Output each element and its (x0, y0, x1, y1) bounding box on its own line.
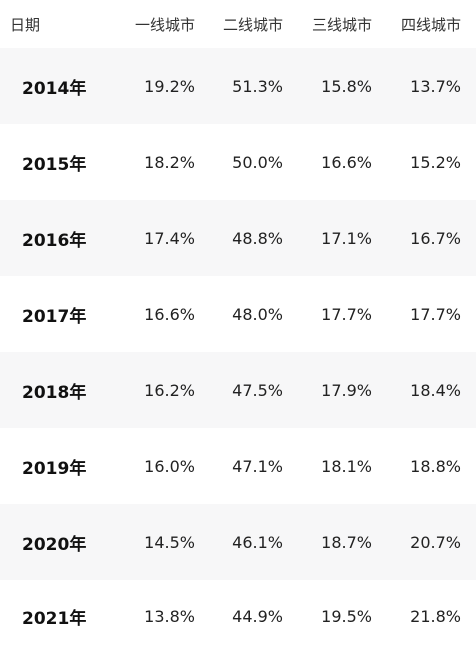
column-header-date: 日期 (10, 15, 41, 34)
tier4-value: 18.4% (410, 380, 461, 400)
tier3-value: 16.6% (321, 152, 372, 172)
tier2-value: 48.8% (232, 228, 283, 248)
table-row: 2019年 16.0% 47.1% 18.1% 18.8% (0, 428, 476, 504)
table-row: 2017年 16.6% 48.0% 17.7% 17.7% (0, 276, 476, 352)
tier4-value: 18.8% (410, 456, 461, 476)
row-year: 2019年 (22, 458, 87, 479)
tier1-value: 19.2% (144, 76, 195, 96)
column-header-tier4: 四线城市 (400, 15, 461, 34)
tier1-value: 16.2% (144, 380, 195, 400)
tier2-value: 50.0% (232, 152, 283, 172)
tier1-value: 16.0% (144, 456, 195, 476)
column-header-tier2: 二线城市 (222, 15, 283, 34)
tier4-value: 15.2% (410, 152, 461, 172)
table-row: 2021年 13.8% 44.9% 19.5% 21.8% (0, 580, 476, 653)
tier1-value: 13.8% (144, 607, 195, 626)
tier2-value: 44.9% (232, 607, 283, 626)
row-year: 2018年 (22, 382, 87, 403)
tier2-value: 47.5% (232, 380, 283, 400)
tier3-value: 17.7% (321, 304, 372, 324)
tier2-value: 48.0% (232, 304, 283, 324)
table-row: 2015年 18.2% 50.0% 16.6% 15.2% (0, 124, 476, 200)
tier2-value: 46.1% (232, 532, 283, 552)
table-row: 2016年 17.4% 48.8% 17.1% 16.7% (0, 200, 476, 276)
row-year: 2020年 (22, 534, 87, 555)
tier1-value: 18.2% (144, 152, 195, 172)
column-header-tier3: 三线城市 (311, 15, 372, 34)
tier2-value: 47.1% (232, 456, 283, 476)
tier4-value: 20.7% (410, 532, 461, 552)
tier4-value: 16.7% (410, 228, 461, 248)
table-row: 2020年 14.5% 46.1% 18.7% 20.7% (0, 504, 476, 580)
tier3-value: 18.7% (321, 532, 372, 552)
row-year: 2016年 (22, 230, 87, 251)
tier1-value: 17.4% (144, 228, 195, 248)
table-row: 2018年 16.2% 47.5% 17.9% 18.4% (0, 352, 476, 428)
row-year: 2021年 (22, 609, 87, 629)
tier3-value: 17.9% (321, 380, 372, 400)
row-year: 2014年 (22, 78, 87, 99)
tier1-value: 16.6% (144, 304, 195, 324)
row-year: 2015年 (22, 154, 87, 175)
row-year: 2017年 (22, 306, 87, 327)
tier4-value: 17.7% (410, 304, 461, 324)
table-row: 2014年 19.2% 51.3% 15.8% 13.7% (0, 48, 476, 124)
tier3-value: 18.1% (321, 456, 372, 476)
tier3-value: 15.8% (321, 76, 372, 96)
tier3-value: 19.5% (321, 607, 372, 626)
tier3-value: 17.1% (321, 228, 372, 248)
tier2-value: 51.3% (232, 76, 283, 96)
tier4-value: 21.8% (410, 607, 461, 626)
table-header: 日期 一线城市 二线城市 三线城市 四线城市 (0, 0, 476, 48)
column-header-tier1: 一线城市 (134, 15, 195, 34)
tier1-value: 14.5% (144, 532, 195, 552)
tier4-value: 13.7% (410, 76, 461, 96)
